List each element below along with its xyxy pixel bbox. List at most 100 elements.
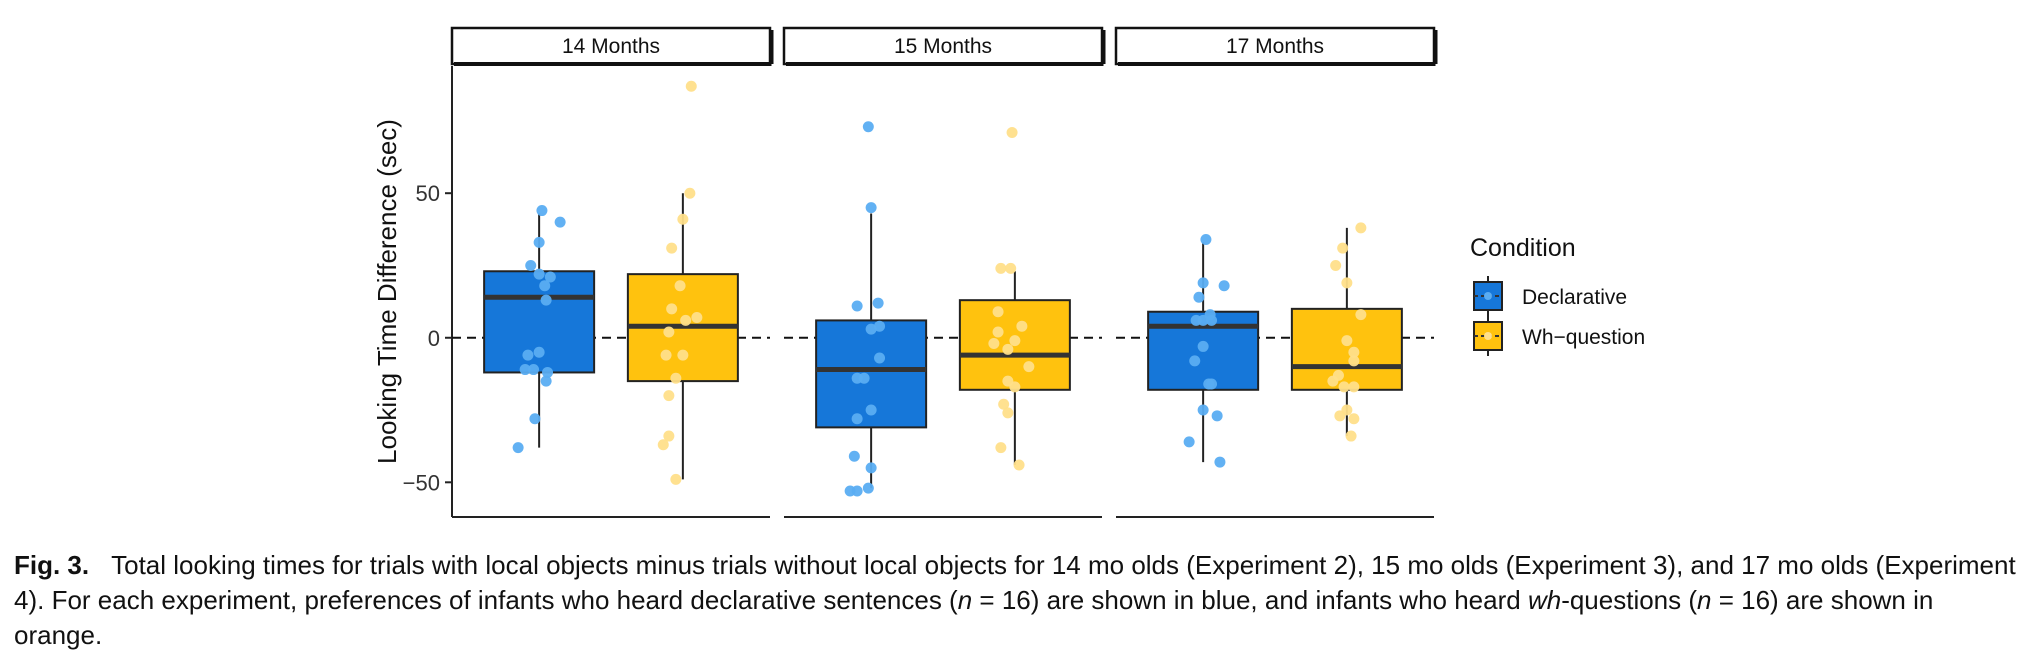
caption-text-4: = 16) are shown in orange. [14,585,1934,650]
data-point [1211,410,1223,422]
data-point [1197,340,1209,352]
data-point [519,364,531,376]
data-point [1203,378,1215,390]
data-point [554,216,566,228]
data-point [1009,381,1021,393]
data-point [992,326,1004,338]
data-point [657,439,669,451]
facet-strip [1114,26,1436,66]
data-point [848,450,860,462]
data-point [1183,436,1195,448]
data-point [691,312,703,324]
data-point [1218,280,1230,292]
legend-entry-label: Wh−question [1522,326,1645,349]
data-point [1341,277,1353,289]
data-point [512,442,524,454]
data-point [851,413,863,425]
data-point [995,262,1007,274]
data-point [988,338,1000,350]
caption-n-var-1: n [957,585,973,615]
data-point [663,326,675,338]
data-point [872,297,884,309]
data-point [992,306,1004,318]
caption-n-var-2: n [1697,585,1712,615]
data-point [995,442,1007,454]
data-point [533,236,545,248]
data-point [663,430,675,442]
data-point [522,349,534,361]
data-point [540,294,552,306]
y-tick-label: −50 [403,470,440,495]
data-point [865,404,877,416]
data-point [533,268,545,280]
data-point [1327,375,1339,387]
facet-strip [450,26,772,66]
data-point [684,187,696,199]
data-point [851,300,863,312]
data-point [1330,259,1342,271]
data-point [862,482,874,494]
data-point [1197,404,1209,416]
data-point [1006,126,1018,138]
data-point [865,323,877,335]
figure-caption: Fig. 3. Total looking times for trials wi… [14,548,2022,653]
y-tick-label: 50 [416,181,440,206]
legend-key-point [1484,332,1492,340]
caption-text-1: Total looking times for trials with loca… [14,550,2016,615]
caption-wh: wh [1527,585,1562,615]
data-point [1348,381,1360,393]
data-point [1334,410,1346,422]
legend-entry-label: Declarative [1522,286,1627,309]
legend-title: Condition [1470,234,1576,262]
facet-strip [782,26,1104,66]
data-point [666,303,678,315]
data-point [536,205,548,217]
data-point [1206,314,1218,326]
data-point [858,372,870,384]
box-wh-question [1290,307,1403,391]
data-point [1337,242,1349,254]
caption-label: Fig. 3. [14,550,90,580]
data-point [542,366,554,378]
data-point [1189,355,1201,367]
data-point [874,320,886,332]
data-point [685,80,697,92]
data-point [677,213,689,225]
data-point [1197,277,1209,289]
facet-label: 14 Months [562,35,660,58]
data-point [529,413,541,425]
data-point [680,314,692,326]
data-point [544,271,556,283]
data-point [533,346,545,358]
data-point [670,473,682,485]
data-point [1005,262,1017,274]
data-point [874,352,886,364]
data-point [677,349,689,361]
data-point [666,242,678,254]
y-tick-label: 0 [428,326,440,351]
data-point [1214,456,1226,468]
data-point [862,121,874,133]
data-point [865,202,877,214]
data-point [525,259,537,271]
data-point [1355,222,1367,234]
data-point [670,372,682,384]
data-point [1016,320,1028,332]
data-point [1338,381,1350,393]
data-point [1013,459,1025,471]
data-point [1341,335,1353,347]
data-point [540,375,552,387]
data-point [1355,309,1367,321]
facet-label: 15 Months [894,35,992,58]
data-point [674,280,686,292]
data-point [998,398,1010,410]
data-point [865,462,877,474]
faceted-box-plot: −50 0 50 Looking Time Difference (sec) 14 Mo… [372,26,1645,518]
caption-text-3: -questions ( [1561,585,1698,615]
data-point [1345,430,1357,442]
data-point [660,349,672,361]
y-axis-label: Looking Time Difference (sec) [372,119,402,464]
data-point [1348,355,1360,367]
data-point [1197,314,1209,326]
